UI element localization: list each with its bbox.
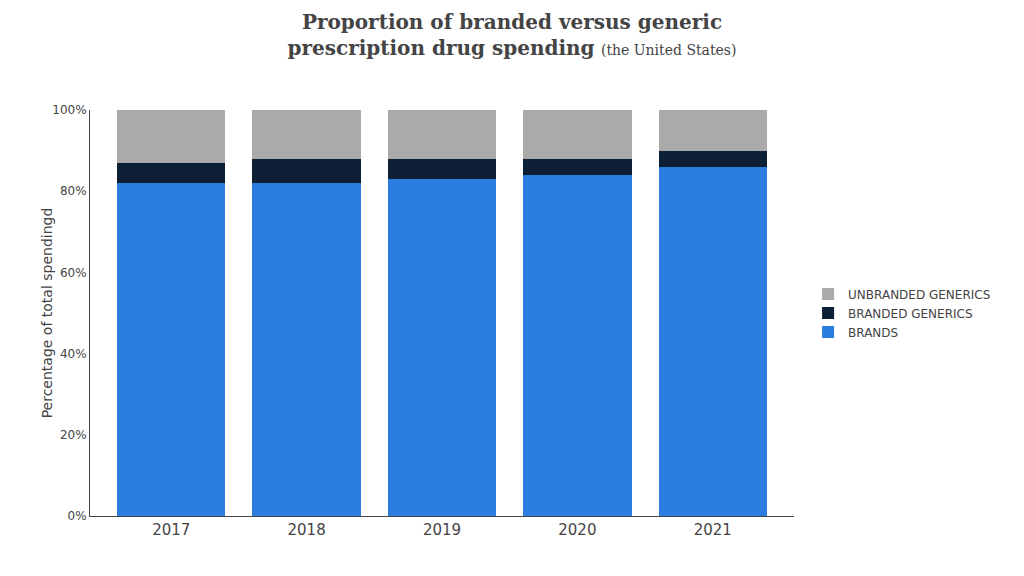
- svg-text:BRANDED GENERICS: BRANDED GENERICS: [848, 307, 972, 321]
- svg-text:60%: 60%: [60, 266, 87, 280]
- svg-text:2019: 2019: [423, 521, 461, 539]
- svg-text:Percentage of total spendingd: Percentage of total spendingd: [39, 208, 55, 419]
- svg-text:Proportion of branded versus g: Proportion of branded versus genericpres…: [287, 10, 736, 60]
- svg-text:BRANDS: BRANDS: [848, 326, 898, 340]
- svg-text:40%: 40%: [60, 347, 87, 361]
- svg-text:2021: 2021: [694, 521, 732, 539]
- svg-text:80%: 80%: [60, 184, 87, 198]
- svg-text:2018: 2018: [288, 521, 326, 539]
- svg-text:0%: 0%: [68, 509, 87, 523]
- svg-text:2017: 2017: [152, 521, 190, 539]
- svg-text:UNBRANDED GENERICS: UNBRANDED GENERICS: [848, 288, 990, 302]
- svg-text:100%: 100%: [52, 103, 86, 117]
- svg-text:20%: 20%: [60, 428, 87, 442]
- svg-text:2020: 2020: [558, 521, 596, 539]
